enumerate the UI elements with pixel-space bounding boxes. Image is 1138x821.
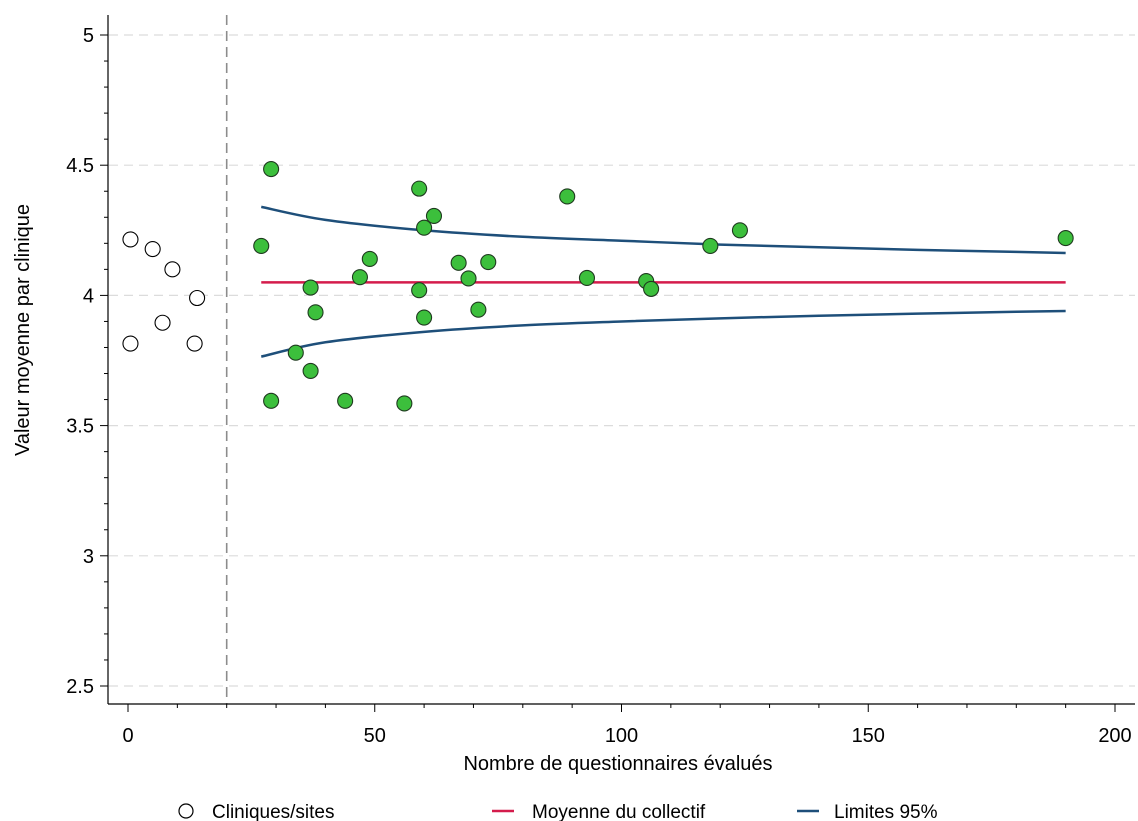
data-point: [361, 250, 378, 267]
data-point: [351, 269, 368, 286]
grid-lines: [109, 34, 1135, 687]
legend-label-limits: Limites 95%: [834, 802, 938, 821]
legend-label-mean: Moyenne du collectif: [532, 802, 706, 821]
data-point: [470, 301, 487, 318]
x-tick-label: 200: [1098, 725, 1131, 747]
open-point: [122, 335, 139, 352]
data-point: [337, 392, 354, 409]
x-axis-ticks: 0 50 100 150 200: [122, 704, 1132, 747]
data-point: [450, 254, 467, 271]
y-tick-label: 5: [83, 25, 94, 47]
legend: Cliniques/sites Moyenne du collectif Lim…: [178, 802, 938, 821]
lower-limit-line: [260, 309, 1066, 358]
open-point: [164, 261, 181, 278]
data-point: [253, 237, 270, 254]
data-point: [559, 188, 576, 205]
open-point: [154, 314, 171, 331]
y-axis-ticks: 2.5 3 3.5 4 4.5 5: [66, 25, 108, 698]
legend-label-sites: Cliniques/sites: [212, 802, 335, 821]
legend-open-circle-icon: [178, 803, 194, 819]
x-tick-label: 0: [122, 725, 133, 747]
confidence-limits-series: [260, 205, 1066, 358]
data-point: [480, 254, 497, 271]
y-tick-label: 3: [83, 546, 94, 568]
data-point: [416, 219, 433, 236]
data-point: [702, 237, 719, 254]
data-point: [302, 362, 319, 379]
x-axis-label: Nombre de questionnaires évalués: [463, 753, 772, 775]
axes: [107, 15, 1135, 705]
data-point: [416, 309, 433, 326]
data-point: [411, 180, 428, 197]
data-point: [411, 282, 428, 299]
data-point: [263, 161, 280, 178]
green-points-series: [253, 161, 1074, 412]
data-point: [578, 269, 596, 287]
open-points-series: [122, 231, 206, 352]
x-tick-label: 50: [364, 725, 386, 747]
y-tick-label: 2.5: [66, 676, 94, 698]
y-axis-label: Valeur moyenne par clinique: [12, 204, 34, 456]
data-point: [287, 344, 304, 361]
open-point: [186, 335, 203, 352]
open-point: [189, 289, 206, 307]
data-point: [643, 280, 660, 297]
data-point: [307, 304, 324, 321]
x-tick-label: 150: [852, 725, 885, 747]
open-point: [144, 240, 161, 258]
y-tick-label: 4: [83, 285, 94, 307]
upper-limit-line: [260, 205, 1066, 255]
data-point: [731, 222, 748, 239]
data-point: [460, 270, 477, 287]
data-point: [396, 395, 413, 412]
data-point: [263, 392, 280, 409]
y-tick-label: 3.5: [66, 416, 94, 438]
data-point: [425, 207, 443, 225]
open-point: [122, 231, 139, 248]
data-point: [1057, 230, 1074, 247]
y-tick-label: 4.5: [66, 155, 94, 177]
data-point: [302, 279, 319, 296]
x-tick-label: 100: [605, 725, 638, 747]
